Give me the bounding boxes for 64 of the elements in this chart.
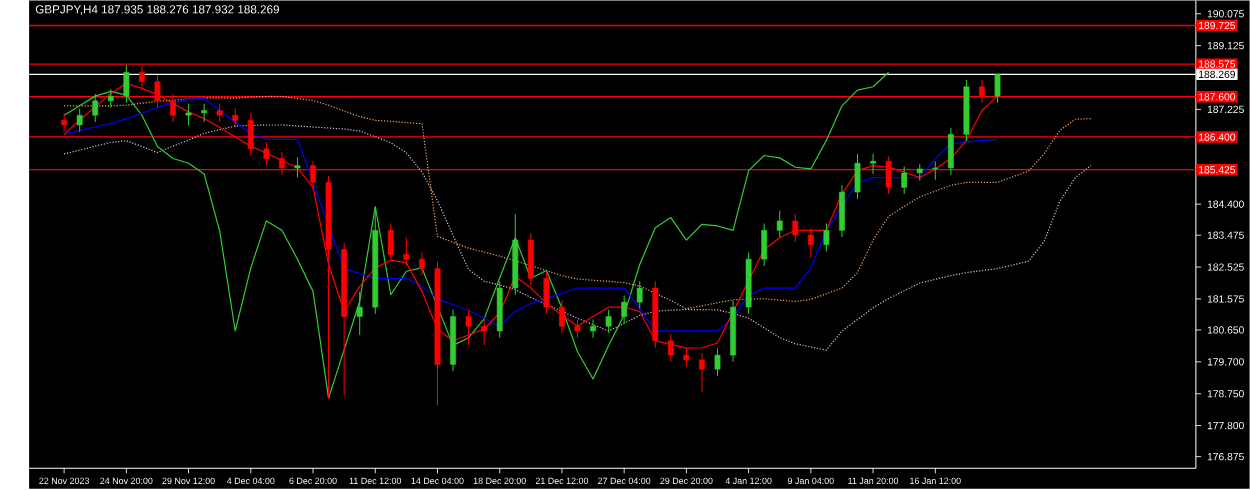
candlestick xyxy=(870,153,876,175)
candlestick xyxy=(807,227,814,259)
candlestick xyxy=(294,156,301,178)
x-tick-label: 16 Jan 12:00 xyxy=(910,477,961,485)
y-tick-label: 181.575 xyxy=(1207,295,1244,303)
x-tick-label: 21 Dec 12:00 xyxy=(535,477,589,485)
candlestick xyxy=(590,319,596,339)
y-tick-label: 187.225 xyxy=(1207,105,1244,114)
ref-line-label: 187.600 xyxy=(1199,93,1236,101)
x-tick-label: 11 Dec 12:00 xyxy=(349,477,402,485)
candlestick xyxy=(605,309,612,334)
x-tick-label: 9 Jan 04:00 xyxy=(787,477,834,485)
y-tick-label: 180.650 xyxy=(1207,326,1244,334)
x-tick-label: 11 Jan 20:00 xyxy=(848,477,899,485)
candlestick xyxy=(481,319,488,346)
candlestick xyxy=(403,237,410,267)
candlestick xyxy=(636,280,643,310)
ref-line-label: 189.725 xyxy=(1199,22,1236,30)
ref-line-label: 186.400 xyxy=(1199,133,1236,141)
candlestick xyxy=(776,210,783,238)
candlestick xyxy=(932,160,939,181)
candlestick xyxy=(107,89,114,109)
ref-line-label: 185.425 xyxy=(1199,166,1236,174)
candlestick xyxy=(356,291,363,336)
x-tick-label: 4 Jan 12:00 xyxy=(725,477,772,485)
x-tick-label: 27 Dec 04:00 xyxy=(598,477,651,485)
candlestick xyxy=(994,73,1001,104)
x-tick-label: 24 Nov 20:00 xyxy=(100,477,153,485)
x-tick-label: 18 Dec 20:00 xyxy=(473,477,526,485)
y-tick-label: 190.075 xyxy=(1207,10,1244,18)
ref-line-label: 188.269 xyxy=(1199,70,1236,79)
x-tick-label: 14 Dec 04:00 xyxy=(411,477,464,485)
candlestick xyxy=(465,309,472,346)
candlestick xyxy=(263,141,270,166)
candlestick xyxy=(574,319,581,339)
y-tick-label: 177.800 xyxy=(1207,422,1244,430)
candlestick xyxy=(621,295,628,324)
candlestick xyxy=(232,108,239,128)
candlestick xyxy=(216,103,223,123)
candlestick xyxy=(901,165,908,195)
x-tick-label: 22 Nov 2023 xyxy=(39,477,90,485)
x-tick-label: 29 Nov 12:00 xyxy=(162,477,215,485)
candlestick xyxy=(92,93,99,123)
candlestick xyxy=(714,348,721,377)
candlestick xyxy=(699,352,705,393)
candlestick xyxy=(792,213,799,243)
y-tick-label: 184.400 xyxy=(1207,200,1244,208)
candlestick xyxy=(201,103,208,123)
y-tick-label: 178.750 xyxy=(1207,390,1244,398)
chart-title: GBPJPY,H4 187.935 188.276 187.932 188.269 xyxy=(35,5,279,16)
x-tick-label: 6 Dec 20:00 xyxy=(289,477,337,485)
x-tick-label: 29 Dec 20:00 xyxy=(660,477,713,485)
candlestick xyxy=(559,300,565,334)
candlestick xyxy=(185,103,192,126)
y-tick-label: 182.525 xyxy=(1207,263,1244,271)
ref-line-label: 188.575 xyxy=(1199,60,1236,68)
y-tick-label: 176.875 xyxy=(1207,453,1244,461)
y-tick-label: 179.700 xyxy=(1207,358,1244,366)
candlestick xyxy=(823,223,830,253)
candlestick xyxy=(76,108,83,133)
candlestick xyxy=(419,252,425,276)
y-tick-label: 189.125 xyxy=(1207,42,1244,50)
x-tick-label: 4 Dec 04:00 xyxy=(226,477,275,485)
y-tick-label: 183.475 xyxy=(1207,231,1244,239)
